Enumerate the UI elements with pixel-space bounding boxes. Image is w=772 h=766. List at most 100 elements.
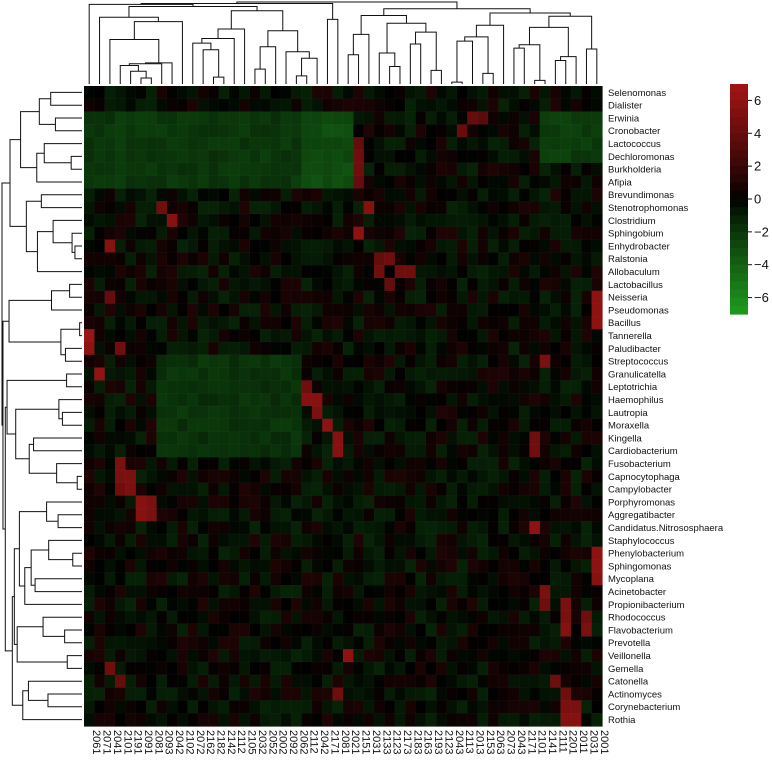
heatmap-cell (84, 124, 95, 138)
heatmap-cell (208, 444, 220, 458)
heatmap-cell (146, 226, 158, 241)
heatmap-cell (560, 150, 572, 164)
heatmap-cell (539, 150, 551, 164)
heatmap-cell (270, 226, 282, 241)
heatmap-cell (394, 150, 406, 164)
heatmap-cell (570, 214, 582, 228)
heatmap-cell (384, 124, 396, 138)
heatmap-cell (218, 303, 230, 317)
heatmap-cell (384, 226, 396, 241)
heatmap-cell (311, 290, 323, 305)
heatmap-cell (539, 687, 551, 701)
heatmap-cell (197, 431, 209, 445)
dendrogram-branch (42, 616, 82, 637)
heatmap-cell (581, 559, 593, 573)
heatmap-cell (425, 124, 437, 138)
heatmap-cell (311, 623, 323, 637)
heatmap-cell (436, 713, 448, 727)
heatmap-cell (550, 406, 562, 420)
heatmap-cell (177, 239, 189, 253)
heatmap-cell (581, 124, 593, 138)
heatmap-cell (187, 636, 199, 650)
heatmap-cell (156, 86, 168, 100)
column-label: 2171 (328, 730, 340, 754)
heatmap-cell (550, 508, 562, 522)
heatmap-cell (84, 418, 95, 433)
heatmap-cell (218, 470, 230, 484)
dendrogram-branch (456, 40, 473, 84)
dendrogram-branch (430, 69, 442, 84)
heatmap-cell (229, 572, 240, 586)
heatmap-cell (363, 86, 375, 100)
heatmap-cell (187, 86, 199, 100)
heatmap-cell (166, 444, 178, 458)
heatmap-cell (229, 598, 240, 612)
heatmap-cell (384, 150, 396, 164)
heatmap-cell (498, 354, 510, 369)
heatmap-cell (301, 444, 313, 458)
heatmap-cell (539, 674, 551, 689)
heatmap-cell (311, 175, 323, 189)
heatmap-cell (550, 150, 562, 164)
color-key-swatch (730, 272, 748, 282)
heatmap-cell (446, 290, 458, 305)
heatmap-cell (498, 86, 510, 100)
heatmap-cell (591, 418, 603, 433)
heatmap-cell (280, 393, 292, 407)
heatmap-cell (529, 534, 541, 548)
heatmap-cell (477, 303, 489, 317)
heatmap-cell (508, 380, 520, 394)
heatmap-cell (332, 111, 344, 125)
heatmap-cell (104, 342, 116, 356)
heatmap-cell (415, 303, 427, 317)
heatmap-cell (239, 610, 251, 625)
heatmap-cell (405, 585, 417, 599)
heatmap-cell (591, 406, 603, 420)
heatmap-cell (311, 380, 323, 394)
heatmap-cell (415, 162, 427, 177)
dendrogram-branch (48, 539, 82, 561)
heatmap-cell (591, 303, 603, 317)
heatmap-cell (125, 495, 137, 509)
heatmap-cell (425, 713, 437, 727)
heatmap-cell (260, 444, 272, 458)
heatmap-cell (229, 188, 240, 202)
heatmap-cell (94, 393, 106, 407)
heatmap-cell (570, 636, 582, 650)
heatmap-cell (508, 457, 520, 471)
heatmap-cell (187, 418, 199, 433)
heatmap-cell (311, 252, 323, 266)
heatmap-cell (84, 303, 95, 317)
heatmap-cell (415, 457, 427, 471)
heatmap-cell (156, 431, 168, 445)
heatmap-cell (581, 406, 593, 420)
heatmap-cell (104, 687, 116, 701)
heatmap-cell (187, 239, 199, 253)
heatmap-cell (177, 406, 189, 420)
heatmap-cell (187, 367, 199, 381)
heatmap-cell (343, 354, 354, 369)
heatmap-cell (539, 662, 551, 676)
heatmap-cell (291, 137, 303, 151)
column-label: 2081 (152, 730, 164, 754)
heatmap-cell (249, 598, 261, 612)
dendrogram-branch (409, 43, 422, 84)
heatmap-cell (260, 687, 272, 701)
heatmap-cell (260, 521, 272, 535)
heatmap-cell (115, 521, 127, 535)
heatmap-cell (467, 214, 479, 228)
heatmap-cell (322, 226, 334, 241)
heatmap-cell (498, 342, 510, 356)
heatmap-cell (260, 431, 272, 445)
heatmap-cell (519, 367, 531, 381)
heatmap-cell (187, 354, 199, 369)
heatmap-cell (104, 546, 116, 561)
heatmap-cell (363, 98, 375, 113)
heatmap-cell (519, 508, 531, 522)
heatmap-cell (529, 572, 541, 586)
heatmap-cell (488, 137, 499, 151)
heatmap-cell (446, 546, 458, 561)
heatmap-cell (446, 572, 458, 586)
heatmap-cell (467, 393, 479, 407)
heatmap-cell (405, 470, 417, 484)
